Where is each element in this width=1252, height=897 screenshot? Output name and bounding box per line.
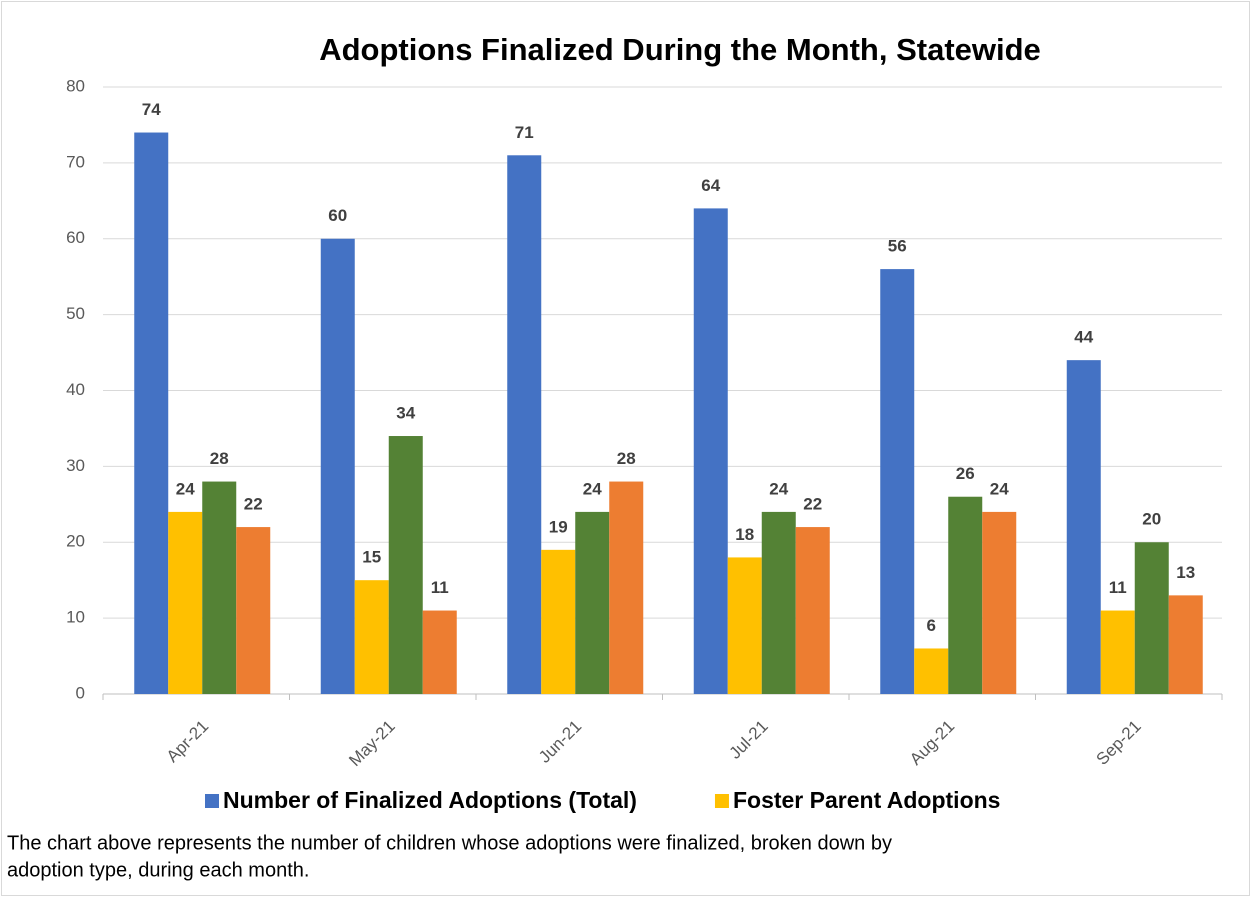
y-tick-label: 10: [66, 608, 85, 627]
y-tick-label: 80: [66, 76, 85, 95]
data-label: 19: [549, 517, 568, 536]
data-label: 22: [244, 495, 263, 514]
bar: [236, 527, 271, 694]
data-label: 24: [769, 479, 788, 498]
bar: [1066, 360, 1101, 694]
bar: [1134, 542, 1169, 694]
x-tick-label: Jul-21: [726, 717, 772, 763]
data-label: 24: [990, 479, 1009, 498]
bar: [541, 549, 576, 694]
legend-label: Number of Finalized Adoptions (Total): [223, 787, 637, 813]
data-label: 15: [362, 548, 381, 567]
data-label: 60: [328, 206, 347, 225]
x-tick-label: Apr-21: [163, 717, 213, 767]
data-label: 64: [701, 176, 720, 195]
y-tick-label: 20: [66, 532, 85, 551]
data-label: 26: [956, 464, 975, 483]
x-tick-label: Jun-21: [535, 717, 585, 767]
bar: [134, 132, 169, 694]
bar: [168, 511, 203, 694]
bar: [693, 208, 728, 694]
bar: [761, 511, 796, 694]
bar: [948, 496, 983, 694]
data-label: 74: [142, 100, 161, 119]
y-tick-label: 40: [66, 380, 85, 399]
bar: [880, 269, 915, 694]
y-tick-label: 70: [66, 152, 85, 171]
bar: [727, 557, 762, 694]
data-label: 56: [888, 237, 907, 256]
bar: [795, 527, 830, 694]
data-label: 71: [515, 123, 534, 142]
bar: [354, 580, 389, 694]
bar: [388, 436, 423, 694]
y-tick-label: 50: [66, 304, 85, 323]
data-label: 24: [176, 479, 195, 498]
bar: [507, 155, 542, 695]
legend-swatch: [714, 794, 729, 808]
caption-line: adoption type, during each month.: [7, 859, 309, 881]
bar: [320, 238, 355, 694]
y-tick-label: 30: [66, 456, 85, 475]
data-label: 22: [803, 495, 822, 514]
legend-label: Foster Parent Adoptions: [733, 787, 1001, 813]
bar: [982, 511, 1017, 694]
bar: [914, 648, 949, 694]
bar: [1168, 595, 1203, 694]
data-label: 34: [396, 404, 415, 423]
caption-line: The chart above represents the number of…: [7, 832, 892, 854]
legend-swatch: [205, 794, 219, 808]
data-label: 11: [431, 578, 449, 597]
bar: [202, 481, 237, 694]
x-tick-label: Aug-21: [906, 717, 958, 769]
x-tick-label: May-21: [345, 717, 399, 771]
data-label: 6: [927, 616, 936, 635]
data-label: 20: [1142, 510, 1161, 529]
y-tick-label: 0: [76, 683, 85, 702]
data-label: 24: [583, 479, 602, 498]
chart-title: Adoptions Finalized During the Month, St…: [319, 32, 1041, 67]
data-label: 44: [1074, 328, 1093, 347]
bar: [422, 610, 457, 694]
y-tick-label: 60: [66, 228, 85, 247]
bar: [575, 511, 610, 694]
bar: [1100, 610, 1135, 694]
data-label: 18: [735, 525, 754, 544]
data-label: 11: [1109, 578, 1127, 597]
data-label: 28: [617, 449, 636, 468]
data-label: 13: [1176, 563, 1195, 582]
x-tick-label: Sep-21: [1093, 717, 1145, 769]
bar: [609, 481, 644, 694]
data-label: 28: [210, 449, 229, 468]
